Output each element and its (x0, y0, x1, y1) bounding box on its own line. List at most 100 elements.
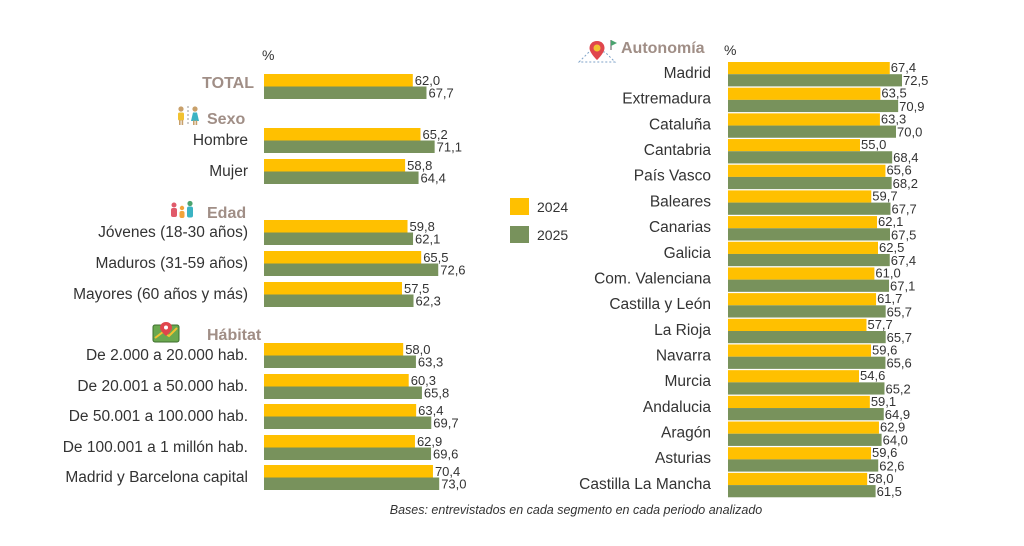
label-mujer: Mujer (209, 163, 248, 180)
legend-swatch-2025 (510, 226, 529, 243)
bar-2024-maduros-31-59-anos (264, 251, 422, 264)
value-2024-mayores-60-anos-y-mas: 57,5 (404, 281, 429, 296)
bar-2024-total (264, 74, 413, 87)
region-value-2024-cataluna: 63,3 (881, 111, 906, 126)
region-label-com-valenciana: Com. Valenciana (594, 270, 711, 287)
region-label-aragon: Aragón (661, 425, 711, 442)
bar-2024-jovenes-18-30-anos (264, 220, 408, 233)
region-label-madrid: Madrid (664, 65, 711, 82)
legend: 2024 2025 (510, 198, 568, 243)
value-2025-de-2-000-a-20-000-hab: 63,3 (418, 355, 443, 370)
region-label-canarias: Canarias (649, 219, 711, 236)
label-de-100-001-a-1-millon-hab: De 100.001 a 1 millón hab. (63, 439, 248, 456)
region-value-2024-extremadura: 63,5 (881, 86, 906, 101)
region-label-cantabria: Cantabria (644, 142, 712, 159)
region-value-2025-castilla-la-mancha: 61,5 (877, 484, 902, 499)
bar-2024-de-2-000-a-20-000-hab (264, 343, 404, 356)
region-value-2025-galicia: 67,4 (891, 253, 916, 268)
label-de-20-001-a-50-000-hab: De 20.001 a 50.000 hab. (77, 378, 248, 395)
region-bar-2024-pais-vasco (728, 164, 886, 177)
region-bar-2025-navarra (728, 356, 886, 369)
region-bar-2025-canarias (728, 228, 890, 241)
region-bar-2024-andalucia (728, 395, 870, 409)
region-bar-2024-asturias (728, 447, 872, 460)
value-2024-maduros-31-59-anos: 65,5 (423, 250, 448, 265)
bar-2024-mujer (264, 159, 406, 172)
region-bar-2024-la-rioja (728, 318, 867, 331)
bar-2025-de-2-000-a-20-000-hab (264, 355, 416, 368)
region-value-2025-asturias: 62,6 (879, 458, 904, 473)
value-2025-de-100-001-a-1-millon-hab: 69,6 (433, 447, 458, 462)
value-2024-total: 62,0 (415, 73, 440, 88)
region-bar-2025-murcia (728, 382, 885, 395)
region-label-cataluna: Cataluña (649, 116, 711, 133)
value-2024-de-50-001-a-100-000-hab: 63,4 (418, 403, 443, 418)
value-2024-madrid-y-barcelona-capital: 70,4 (435, 464, 460, 479)
legend-label-2024: 2024 (537, 199, 568, 215)
value-2025-mujer: 64,4 (421, 171, 446, 186)
bases-note: Bases: entrevistados en cada segmento en… (390, 503, 763, 517)
legend-swatch-2024 (510, 198, 529, 215)
region-value-2025-castilla-y-leon: 65,7 (887, 304, 912, 319)
region-bar-2024-galicia (728, 241, 878, 254)
region-bar-2024-castilla-y-leon (728, 293, 877, 306)
bar-2025-madrid-y-barcelona-capital (264, 477, 440, 490)
region-value-2024-la-rioja: 57,7 (867, 317, 892, 332)
region-value-2025-cantabria: 68,4 (893, 150, 918, 165)
value-2024-hombre: 65,2 (422, 127, 447, 142)
region-value-2025-pais-vasco: 68,2 (893, 176, 918, 191)
region-bar-2024-extremadura (728, 87, 881, 100)
region-label-galicia: Galicia (664, 245, 712, 262)
label-mayores-60-anos-y-mas: Mayores (60 años y más) (73, 286, 248, 303)
region-value-2024-aragon: 62,9 (880, 420, 905, 435)
value-2024-de-20-001-a-50-000-hab: 60,3 (411, 373, 436, 388)
region-label-murcia: Murcia (664, 373, 711, 390)
region-value-2025-aragon: 64,0 (883, 433, 908, 448)
bar-2025-de-20-001-a-50-000-hab (264, 386, 422, 399)
region-bar-2025-galicia (728, 253, 890, 267)
label-de-2-000-a-20-000-hab: De 2.000 a 20.000 hab. (86, 347, 248, 364)
region-pin-icon (577, 40, 617, 63)
region-value-2024-andalucia: 59,1 (871, 394, 896, 409)
region-value-2025-madrid: 72,5 (903, 73, 928, 88)
bar-2025-hombre (264, 140, 435, 153)
region-label-extremadura: Extremadura (622, 91, 711, 108)
bar-2024-mayores-60-anos-y-mas (264, 282, 402, 295)
region-value-2025-la-rioja: 65,7 (887, 330, 912, 345)
region-bar-2024-murcia (728, 370, 860, 383)
region-bar-2025-aragon (728, 433, 882, 446)
region-bar-2024-baleares (728, 190, 872, 203)
region-bar-2025-cantabria (728, 151, 893, 164)
region-label-la-rioja: La Rioja (654, 322, 711, 339)
region-value-2024-asturias: 59,6 (872, 445, 897, 460)
region-label-pais-vasco: País Vasco (634, 168, 711, 185)
value-2024-de-2-000-a-20-000-hab: 58,0 (405, 342, 430, 357)
region-bar-2025-asturias (728, 459, 879, 472)
value-2025-total: 67,7 (428, 86, 453, 101)
label-jovenes-18-30-anos: Jóvenes (18-30 años) (98, 224, 248, 241)
region-bar-2025-extremadura (728, 99, 899, 113)
region-bar-2024-castilla-la-mancha (728, 472, 868, 486)
region-value-2024-galicia: 62,5 (879, 240, 904, 255)
group-label-sexo: Sexo (207, 111, 245, 128)
region-bar-2025-andalucia (728, 408, 884, 421)
value-2024-de-100-001-a-1-millon-hab: 62,9 (417, 434, 442, 449)
bar-2025-de-50-001-a-100-000-hab (264, 416, 432, 429)
region-label-castilla-la-mancha: Castilla La Mancha (579, 476, 711, 493)
bar-2025-maduros-31-59-anos (264, 263, 439, 276)
region-bar-2024-cataluna (728, 113, 880, 126)
label-maduros-31-59-anos: Maduros (31-59 años) (96, 255, 249, 272)
bar-2025-de-100-001-a-1-millon-hab (264, 447, 432, 460)
legend-label-2025: 2025 (537, 227, 568, 243)
value-2025-de-50-001-a-100-000-hab: 69,7 (433, 416, 458, 431)
value-2025-jovenes-18-30-anos: 62,1 (415, 232, 440, 247)
region-bar-2025-castilla-la-mancha (728, 485, 876, 498)
value-2025-maduros-31-59-anos: 72,6 (440, 263, 465, 278)
region-bar-2024-canarias (728, 216, 878, 229)
region-value-2025-navarra: 65,6 (886, 356, 911, 371)
region-value-2025-cataluna: 70,0 (897, 125, 922, 140)
region-bar-2025-la-rioja (728, 331, 886, 344)
value-2025-mayores-60-anos-y-mas: 62,3 (416, 294, 441, 309)
region-value-2024-pais-vasco: 65,6 (886, 163, 911, 178)
